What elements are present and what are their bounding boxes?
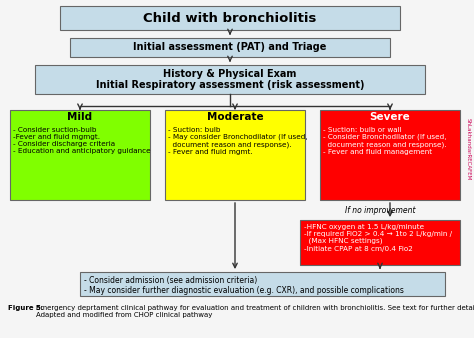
Text: - Suction: bulb or wall
- Consider Bronchodilator (If used,
  document reason an: - Suction: bulb or wall - Consider Bronc… (323, 127, 447, 155)
Text: Child with bronchiolitis: Child with bronchiolitis (143, 11, 317, 24)
FancyBboxPatch shape (70, 38, 390, 57)
Text: - Consider admission (see admission criteria)
- May consider further diagnostic : - Consider admission (see admission crit… (84, 276, 404, 295)
Text: ShLakhandarRECAFEM: ShLakhandarRECAFEM (465, 118, 471, 180)
Text: Severe: Severe (370, 112, 410, 122)
FancyBboxPatch shape (10, 110, 150, 200)
FancyBboxPatch shape (35, 65, 425, 94)
Text: History & Physical Exam
Initial Respiratory assessment (risk assessment): History & Physical Exam Initial Respirat… (96, 69, 364, 90)
FancyBboxPatch shape (80, 272, 445, 296)
Text: Emergency deprtament clinical pathway for evaluation and treatment of children w: Emergency deprtament clinical pathway fo… (36, 305, 474, 318)
Text: Moderate: Moderate (207, 112, 264, 122)
Text: - Consider suction-bulb
-Fever and fluid mgmgt.
- Consider discharge criteria
- : - Consider suction-bulb -Fever and fluid… (13, 127, 151, 154)
Text: Initial assessment (PAT) and Triage: Initial assessment (PAT) and Triage (133, 43, 327, 52)
FancyBboxPatch shape (300, 220, 460, 265)
FancyBboxPatch shape (60, 6, 400, 30)
Text: -HFNC oxygen at 1.5 L/kg/minute
-If required FiO2 > 0.4 → 1to 2 L/kg/min /
  (Ma: -HFNC oxygen at 1.5 L/kg/minute -If requ… (304, 224, 452, 251)
FancyBboxPatch shape (320, 110, 460, 200)
Text: Figure 5.: Figure 5. (8, 305, 44, 311)
FancyBboxPatch shape (165, 110, 305, 200)
Text: Mild: Mild (67, 112, 92, 122)
Text: If no improvement: If no improvement (345, 206, 415, 215)
Text: - Suction: bulb
- May consider Bronchodilator (If used,
  document reason and re: - Suction: bulb - May consider Bronchodi… (168, 127, 308, 155)
